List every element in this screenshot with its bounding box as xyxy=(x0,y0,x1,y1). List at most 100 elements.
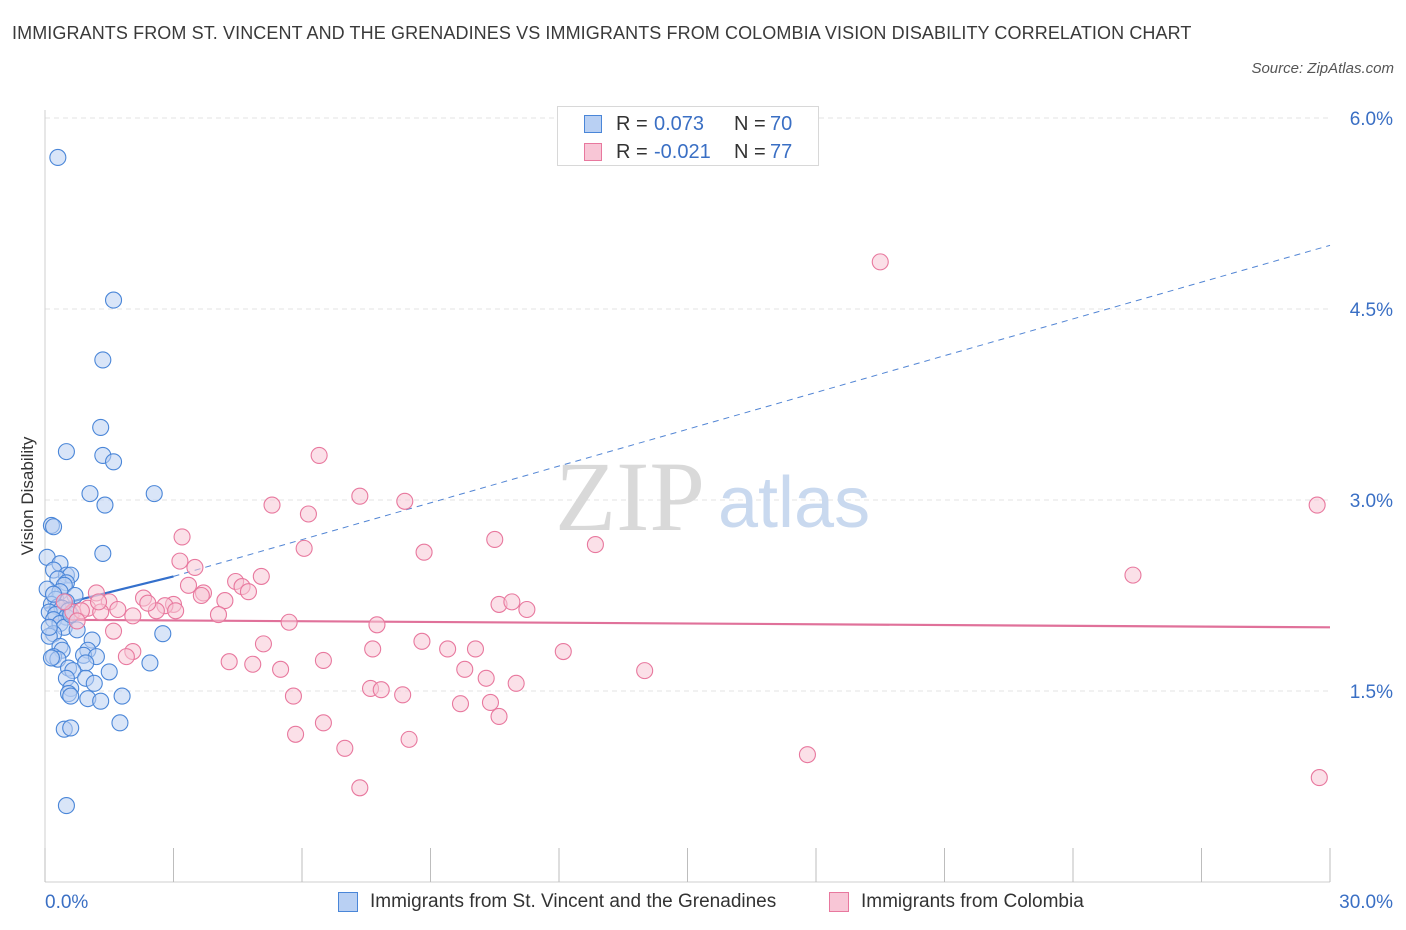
n-label: N = xyxy=(734,113,766,135)
data-point-colombia xyxy=(486,530,504,549)
watermark: ZIP atlas xyxy=(555,441,870,552)
data-point-colombia xyxy=(871,253,889,271)
data-point-colombia xyxy=(89,593,108,611)
data-point-colombia xyxy=(272,660,290,678)
data-point-colombia xyxy=(503,593,521,611)
data-point-colombia xyxy=(372,681,390,699)
watermark-atlas: atlas xyxy=(718,463,870,543)
data-point-colombia xyxy=(336,739,354,757)
data-point-st-vincent xyxy=(49,148,67,167)
data-point-st-vincent xyxy=(154,625,172,643)
data-point-st-vincent xyxy=(145,485,163,503)
data-point-st-vincent xyxy=(42,649,60,667)
source-label: Source: ZipAtlas.com xyxy=(1251,60,1394,77)
data-point-colombia xyxy=(295,539,313,557)
y-tick-label: 1.5% xyxy=(1350,682,1393,703)
data-point-colombia xyxy=(104,622,123,640)
data-point-colombia xyxy=(394,686,412,704)
data-point-st-vincent xyxy=(45,518,63,536)
data-point-colombia xyxy=(220,653,238,671)
y-tick-label: 6.0% xyxy=(1350,109,1393,130)
data-point-st-vincent xyxy=(40,618,58,636)
watermark-zip: ZIP xyxy=(555,441,705,552)
data-point-colombia xyxy=(68,612,86,630)
data-point-st-vincent xyxy=(96,496,114,514)
data-point-colombia xyxy=(314,714,332,732)
stats-legend: R = 0.073 N = 70 R = -0.021 N = 77 xyxy=(557,106,819,166)
data-point-colombia xyxy=(400,730,418,748)
y-axis-label: Vision Disability xyxy=(18,436,37,556)
data-point-colombia xyxy=(173,528,191,546)
data-point-colombia xyxy=(518,600,536,619)
data-point-st-vincent xyxy=(62,719,80,737)
data-point-colombia xyxy=(179,576,198,594)
data-point-colombia xyxy=(244,655,262,673)
data-point-colombia xyxy=(171,552,189,570)
data-point-colombia xyxy=(1308,496,1326,514)
data-point-colombia xyxy=(252,567,270,585)
data-point-st-vincent xyxy=(57,797,75,815)
points-layer xyxy=(38,148,1328,815)
data-point-colombia xyxy=(586,536,604,554)
data-point-colombia xyxy=(280,613,298,631)
blue-swatch xyxy=(584,115,602,133)
data-point-colombia xyxy=(364,640,382,658)
data-point-colombia xyxy=(263,496,281,514)
data-point-colombia xyxy=(284,687,302,705)
data-point-colombia xyxy=(368,616,386,634)
x-tick-label: 0.0% xyxy=(45,892,88,913)
tick-labels: 1.5% 3.0% 4.5% 6.0% 0.0% 30.0% xyxy=(45,109,1393,913)
data-point-colombia xyxy=(466,640,485,658)
legend-label: Immigrants from Colombia xyxy=(861,891,1084,912)
data-point-colombia xyxy=(477,669,495,687)
legend-label: Immigrants from St. Vincent and the Gren… xyxy=(370,891,777,912)
data-point-colombia xyxy=(490,707,508,726)
n-label: N = xyxy=(734,141,766,163)
data-point-colombia xyxy=(167,602,185,620)
data-point-colombia xyxy=(239,583,258,601)
data-point-colombia xyxy=(117,648,135,666)
data-point-colombia xyxy=(314,651,332,669)
data-point-colombia xyxy=(507,674,525,692)
n-value: 70 xyxy=(770,113,793,135)
r-value: 0.073 xyxy=(654,113,705,135)
grid-layer xyxy=(45,117,1330,692)
data-point-colombia xyxy=(216,592,234,610)
data-point-colombia xyxy=(254,635,273,653)
data-point-st-vincent xyxy=(62,687,80,705)
data-point-st-vincent xyxy=(92,418,110,436)
series-legend: Immigrants from St. Vincent and the Gren… xyxy=(0,888,1406,916)
data-point-st-vincent xyxy=(57,443,75,461)
data-point-colombia xyxy=(798,746,816,764)
data-point-st-vincent xyxy=(94,544,112,563)
data-point-st-vincent xyxy=(104,291,123,309)
r-label: R = xyxy=(616,113,648,135)
data-point-st-vincent xyxy=(113,687,131,705)
data-point-colombia xyxy=(139,594,157,612)
data-point-colombia xyxy=(186,558,204,577)
data-point-colombia xyxy=(310,446,328,464)
r-label: R = xyxy=(616,141,648,163)
blue-swatch xyxy=(338,892,358,912)
data-point-colombia xyxy=(287,725,305,743)
trendline-colombia xyxy=(44,618,1331,629)
r-value: -0.021 xyxy=(654,141,711,163)
data-point-colombia xyxy=(554,642,572,661)
axis-layer xyxy=(44,110,1331,883)
data-point-st-vincent xyxy=(92,692,110,710)
chart-title: IMMIGRANTS FROM ST. VINCENT AND THE GREN… xyxy=(12,23,1192,43)
data-point-colombia xyxy=(351,487,369,505)
data-point-colombia xyxy=(413,632,431,650)
data-point-colombia xyxy=(439,640,457,658)
data-point-colombia xyxy=(192,586,210,605)
trendline-dashed-st-vincent xyxy=(173,244,1331,577)
data-point-colombia xyxy=(299,505,317,523)
x-tick-label: 30.0% xyxy=(1339,892,1393,913)
data-point-colombia xyxy=(1310,769,1328,787)
data-point-colombia xyxy=(451,695,470,713)
data-point-colombia xyxy=(209,606,228,624)
data-point-colombia xyxy=(481,693,500,712)
data-point-colombia xyxy=(636,662,654,680)
data-point-colombia xyxy=(1124,566,1142,584)
data-point-colombia xyxy=(124,607,142,625)
